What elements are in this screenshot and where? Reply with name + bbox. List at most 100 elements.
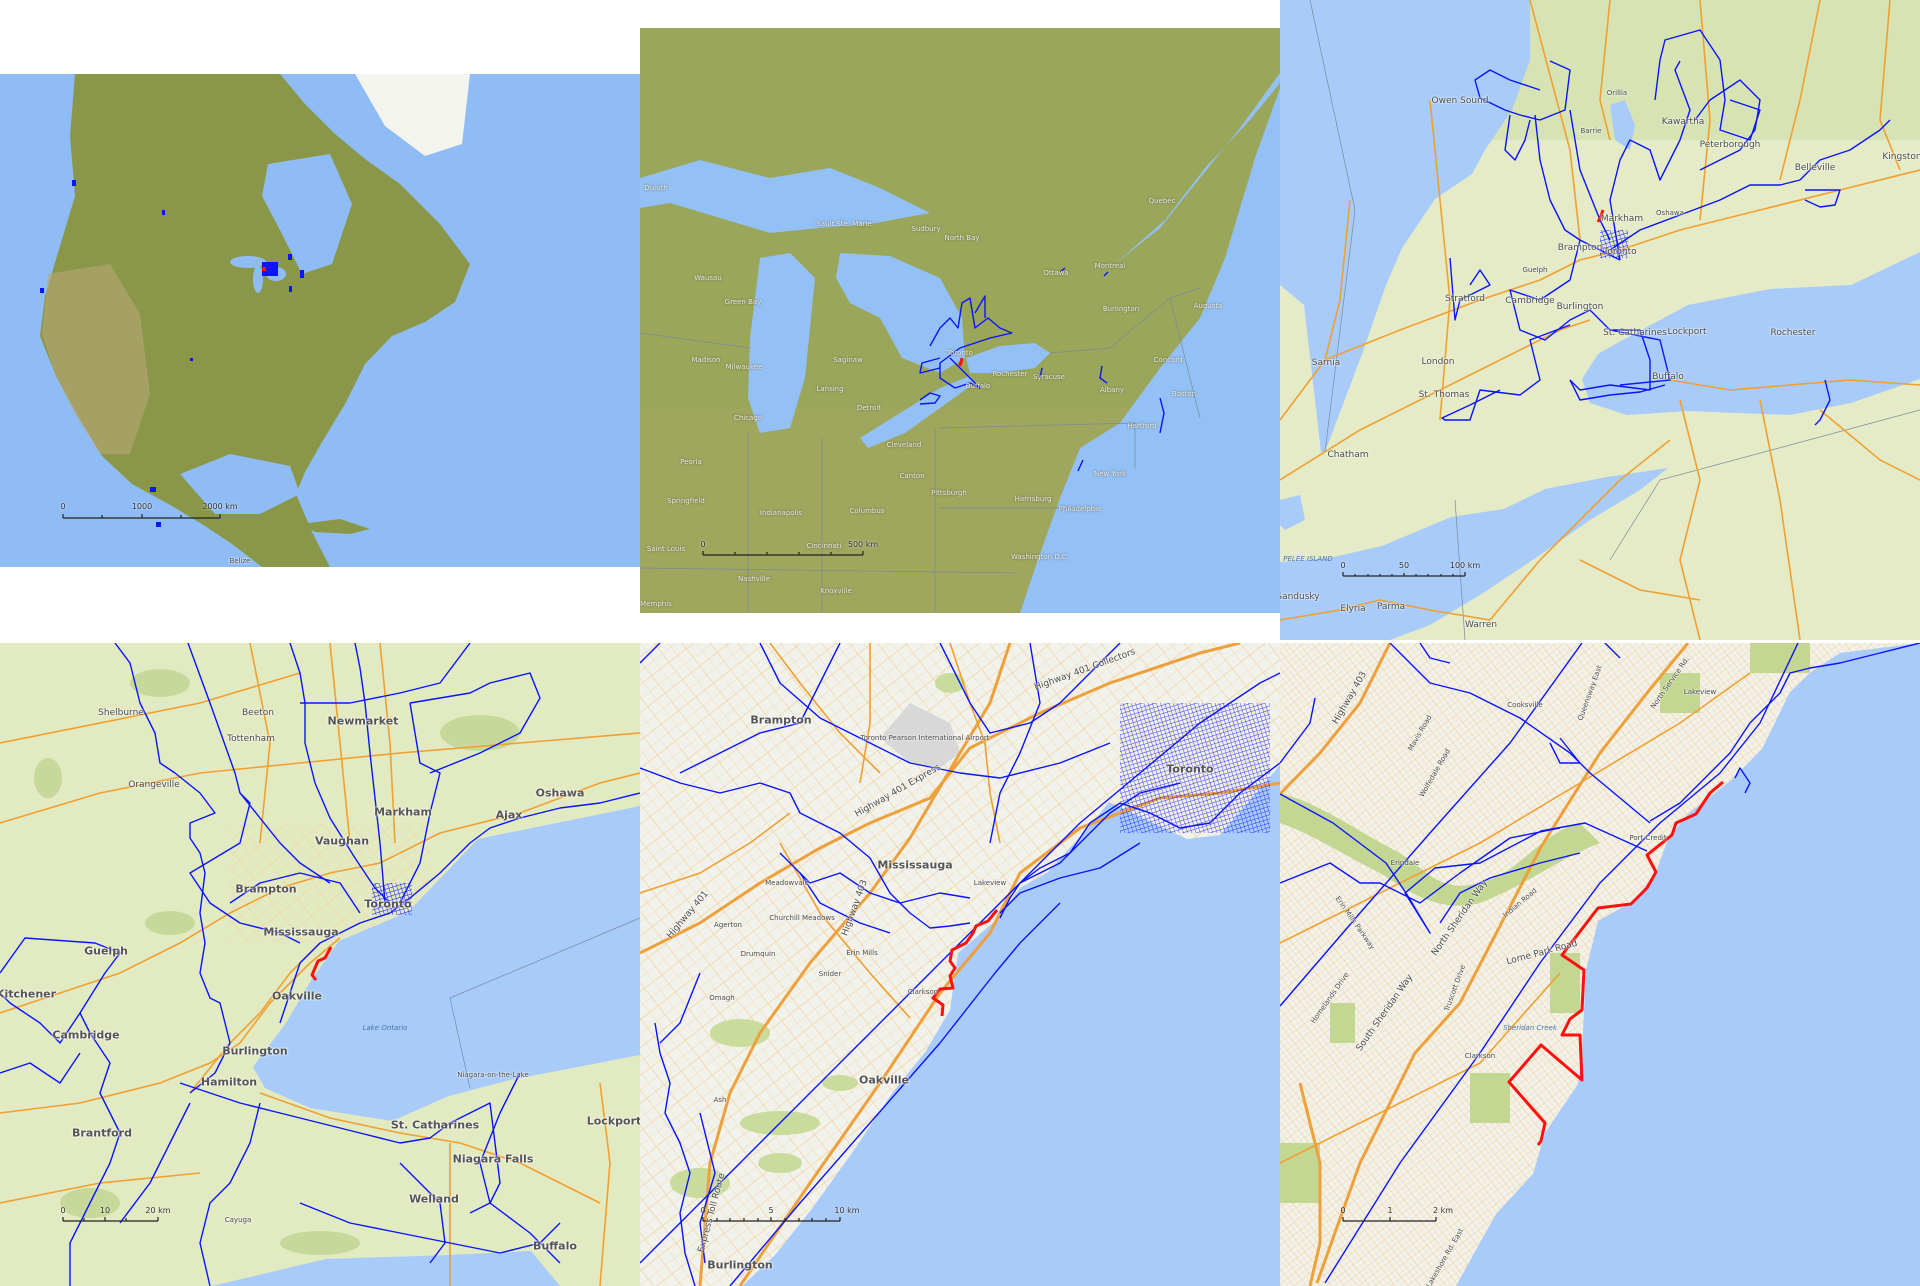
gps-track <box>1804 189 1841 208</box>
gps-track <box>1814 379 1831 426</box>
gps-track <box>479 1072 561 1264</box>
gps-track <box>114 643 231 1094</box>
gps-track <box>654 1022 696 1286</box>
gps-track <box>699 1112 716 1264</box>
road <box>859 643 871 784</box>
gps-track <box>1059 267 1066 273</box>
gps-track <box>1159 397 1165 434</box>
gps-track <box>640 643 661 664</box>
gps-tracks <box>1280 643 1920 1284</box>
gps-track <box>659 972 701 1044</box>
map-canvas[interactable] <box>640 28 1280 613</box>
map-panel-southern-ontario[interactable]: 0 50 100 km Owen Sound Kawartha Peterborou… <box>1280 0 1920 640</box>
gps-track <box>289 643 391 904</box>
road <box>1779 0 1821 181</box>
road <box>249 643 271 844</box>
gps-track <box>1280 643 1583 1007</box>
gps-track <box>1694 79 1761 171</box>
highlight-track <box>931 909 999 1017</box>
gps-track <box>989 643 1041 844</box>
gps-track <box>1280 697 1316 764</box>
road <box>1280 199 1351 421</box>
track-cluster <box>150 487 156 492</box>
gps-track <box>1474 60 1571 121</box>
gps-track <box>1419 643 1451 664</box>
credit-river-valley <box>1280 793 1600 906</box>
gps-track <box>399 702 441 904</box>
lake-ontario <box>1582 252 1920 415</box>
gps-track <box>1441 324 1571 421</box>
gps-track <box>1324 643 1799 1284</box>
park <box>130 669 190 697</box>
highlight-track <box>958 357 964 367</box>
gps-track <box>779 852 971 904</box>
park <box>145 911 195 935</box>
highlight-track <box>1596 209 1605 223</box>
map-canvas[interactable] <box>0 643 640 1286</box>
road <box>1579 559 1701 601</box>
hudson-bay <box>262 154 352 274</box>
park <box>1550 953 1580 1013</box>
park <box>822 1075 858 1091</box>
gps-track <box>1799 119 1891 181</box>
gps-track <box>939 643 1121 734</box>
gps-track <box>229 872 361 914</box>
gps-track <box>1609 179 1801 251</box>
scale-label: 50 <box>1398 561 1410 570</box>
gps-tracks <box>1441 29 1891 426</box>
track-cluster <box>72 180 76 186</box>
map-panel-golden-horseshoe[interactable]: 0 10 20 km Newmarket Markham Vaughan Brampt… <box>0 643 640 1286</box>
gps-track <box>799 872 891 934</box>
scale-label: 0 <box>700 540 706 549</box>
gps-tracks <box>919 267 1165 472</box>
map-panel-mississauga-toronto[interactable]: 0 5 10 km Brampton Mississauga Toronto Oakv… <box>640 643 1280 1286</box>
state-borders <box>640 287 1201 613</box>
western-plains <box>42 264 150 454</box>
lake <box>253 265 263 293</box>
map-canvas[interactable] <box>1280 643 1920 1286</box>
atlantic-ocean <box>1020 88 1280 613</box>
gps-track <box>1569 379 1666 401</box>
park <box>758 1153 802 1173</box>
scale-bar <box>62 1217 159 1222</box>
gps-track <box>1504 114 1531 161</box>
map-panel-mississauga-waterfront[interactable]: 0 1 2 km Highway 403 Lorne Park Road Clark… <box>1280 643 1920 1286</box>
road <box>1379 439 1671 621</box>
road <box>1679 399 1701 640</box>
lake-erie <box>860 376 975 448</box>
map-panel-great-lakes-region[interactable]: 0 500 km Duluth Sault Ste. Marie Sudbury No… <box>640 28 1280 613</box>
border <box>1609 409 1920 561</box>
map-panel-continent[interactable]: 0 1000 2000 km Belize <box>0 74 640 567</box>
gps-track <box>759 643 1111 779</box>
lake-huron <box>1280 0 1530 452</box>
road <box>1529 0 1581 241</box>
road <box>1669 379 1920 391</box>
road <box>1699 0 1711 221</box>
scale-label: 10 <box>99 1206 111 1215</box>
gps-track <box>1389 643 1651 824</box>
map-canvas[interactable] <box>640 643 1280 1286</box>
map-canvas[interactable] <box>0 74 640 567</box>
scale-label: 0 <box>60 502 66 511</box>
gps-tracks <box>640 643 1280 1286</box>
road <box>1599 0 1611 141</box>
park <box>280 1231 360 1255</box>
park <box>34 758 62 798</box>
roads <box>1280 0 1920 640</box>
road <box>640 812 791 894</box>
lake-huron <box>836 253 965 373</box>
gps-track <box>1609 329 1671 386</box>
greenland <box>355 74 470 156</box>
scale-label: 20 km <box>145 1206 171 1215</box>
map-canvas[interactable] <box>1280 0 1920 640</box>
scale-label: 0 <box>1340 561 1346 570</box>
north-america-land <box>40 74 470 567</box>
road <box>1429 99 1451 421</box>
park <box>670 1168 730 1198</box>
gps-track <box>119 1102 191 1224</box>
park <box>440 715 520 751</box>
scale-label: 2 km <box>1432 1206 1454 1215</box>
road <box>599 1082 611 1286</box>
road <box>0 772 640 1014</box>
gps-track <box>1734 767 1751 794</box>
